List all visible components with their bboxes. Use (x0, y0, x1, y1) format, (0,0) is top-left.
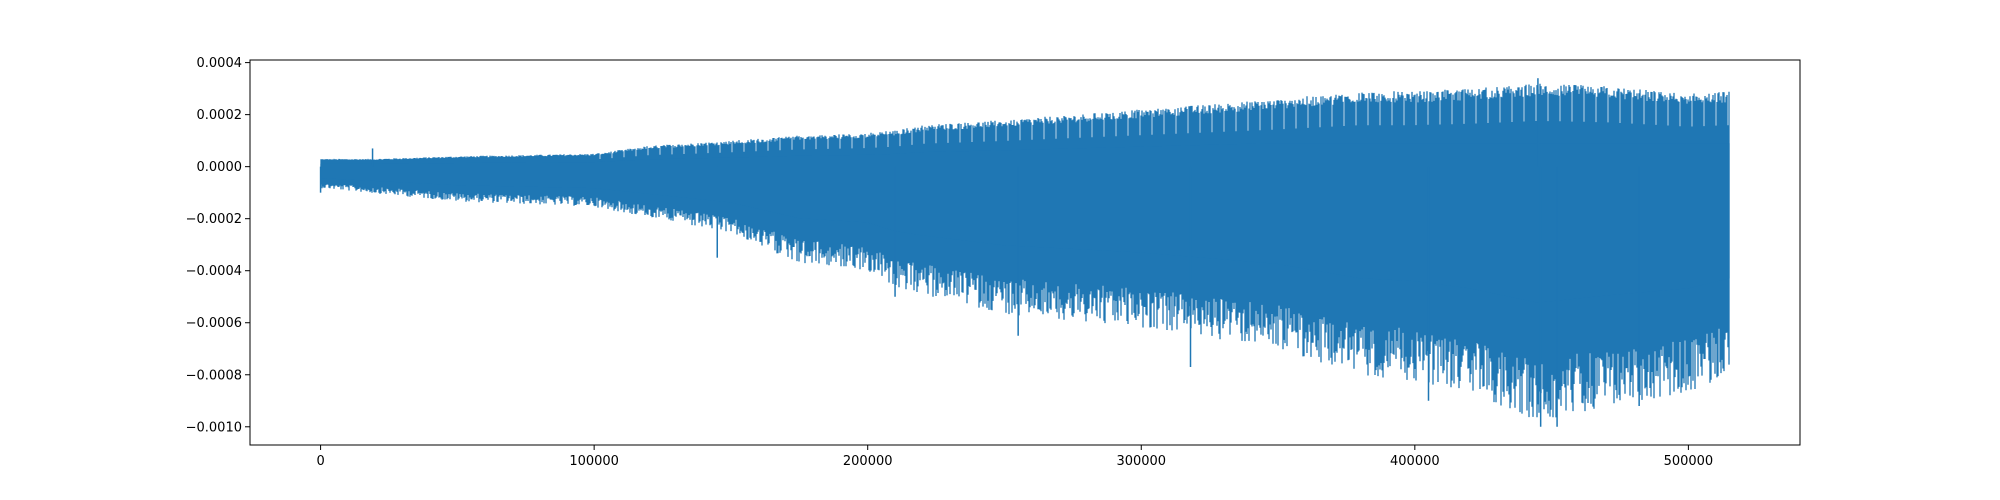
plot-area (319, 78, 1730, 427)
axis-ticks: 0 100000 200000 300000 400000 500000 0.0004 0.0… (186, 56, 1714, 469)
y-tick-label: 0.0002 (197, 108, 243, 123)
x-tick-label: 100000 (569, 454, 619, 469)
y-tick-label: −0.0004 (186, 264, 242, 279)
x-tick-label: 500000 (1664, 454, 1714, 469)
y-tick-label: −0.0008 (186, 368, 242, 383)
x-tick-label: 300000 (1116, 454, 1166, 469)
x-tick-label: 200000 (843, 454, 893, 469)
x-tick-label: 0 (316, 454, 324, 469)
y-tick-label: −0.0010 (186, 420, 242, 435)
x-tick-label: 400000 (1390, 454, 1440, 469)
y-tick-label: −0.0002 (186, 212, 242, 227)
y-tick-label: 0.0004 (197, 56, 243, 71)
y-tick-label: 0.0000 (197, 160, 243, 175)
y-tick-label: −0.0006 (186, 316, 242, 331)
axes-frame (249, 59, 1801, 446)
